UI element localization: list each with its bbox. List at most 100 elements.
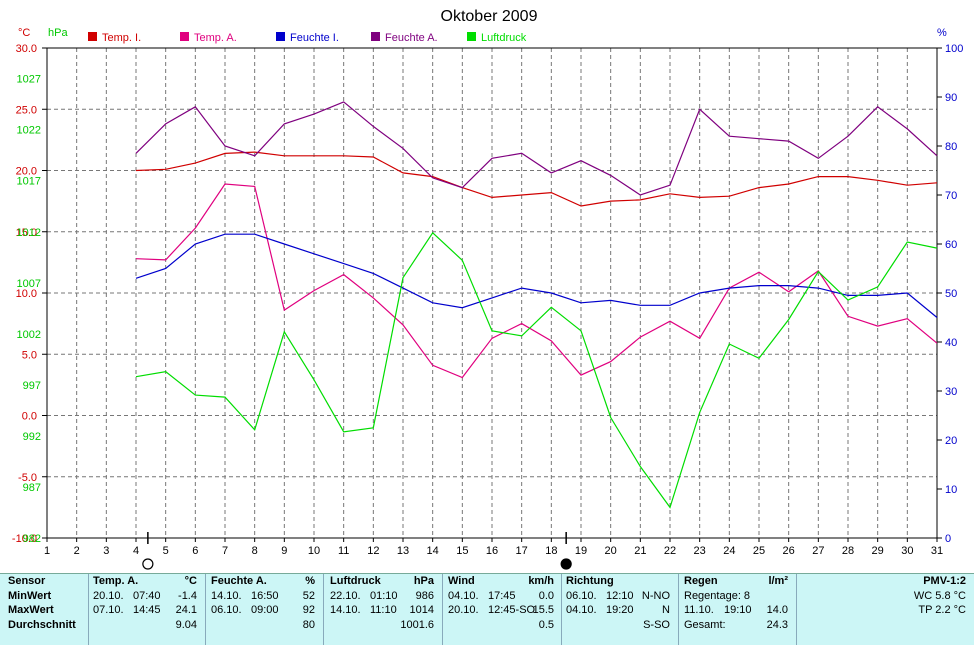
temp-tick-label: 20.0 [16,166,37,178]
humidity-tick-label: 30 [945,386,957,398]
regen-max-time: 19:10 [724,604,752,616]
humidity-tick-label: 20 [945,435,957,447]
regen-gesamt-label: Gesamt: [684,618,726,631]
wind-max-date: 20.10. [448,604,479,616]
temp-a-max-date: 07.10. [93,604,124,616]
wind-min-value: 0.0 [538,589,554,602]
richtung-min-time: 12:10 [606,589,634,602]
x-tick-label: 26 [783,545,795,557]
pressure-unit-label: hPa [48,27,68,39]
x-tick-label: 10 [308,545,320,557]
wind-min-date: 04.10. [448,589,479,602]
temp-a-min-date: 20.10. [93,589,124,602]
wind-max-time: 12:45-SO [488,604,536,616]
x-tick-label: 30 [901,545,913,557]
x-tick-label: 28 [842,545,854,557]
richtung-title: Richtung [566,575,614,587]
pmv-tp: TP 2.2 °C [918,604,966,616]
temp-a-max-time: 14:45 [133,604,161,616]
feuchte-a-avg-value: 80 [302,618,315,631]
row-label-max: MaxWert [8,604,54,616]
row-label-avg: Durchschnitt [8,618,76,631]
x-tick-label: 6 [192,545,198,557]
x-tick-label: 21 [634,545,646,557]
richtung-avg-value: S-SO [643,618,670,631]
legend-label: Temp. I. [102,32,141,44]
feuchte-a-max-date: 06.10. [211,604,242,616]
full-moon-icon [142,558,154,570]
feuchte-a-min-time: 16:50 [251,589,279,602]
humidity-tick-label: 70 [945,190,957,202]
luftdruck-min-date: 22.10. [330,589,361,602]
feuchte-a-min-value: 52 [302,589,315,602]
series-line [135,183,938,379]
luftdruck-avg-value: 1001.6 [400,618,434,631]
richtung-max-value: N [662,604,670,616]
legend-swatch [467,32,476,41]
temp-tick-label: -10.0 [12,533,37,545]
series-line [135,101,938,196]
luftdruck-max-time: 11:10 [370,604,397,616]
luftdruck-min-value: 986 [415,589,434,602]
feuchte-a-title: Feuchte A. [211,575,267,587]
x-tick-label: 14 [427,545,439,557]
regen-unit: l/m² [768,575,788,587]
sensor-title: Sensor [8,575,46,587]
regen-max-value: 14.0 [766,604,788,616]
luftdruck-title: Luftdruck [330,575,381,587]
luftdruck-max-date: 14.10. [330,604,361,616]
series-line [135,233,938,318]
temp-tick-label: 5.0 [22,349,37,361]
temp-tick-label: 0.0 [22,411,37,423]
temp-a-column: Temp. A. °C 20.10. 07:40 -1.4 07.10. 14:45 24… [93,574,201,645]
regen-regentage: Regentage: 8 [684,589,751,602]
x-tick-label: 4 [133,545,139,557]
humidity-tick-label: 10 [945,484,957,496]
x-tick-label: 13 [397,545,409,557]
temp-tick-label: 30.0 [16,43,37,55]
pressure-tick-label: 1022 [17,125,41,137]
temp-tick-label: 15.0 [16,227,37,239]
humidity-tick-label: 40 [945,337,957,349]
weather-chart: 30.025.020.015.010.05.00.0-5.0-10.01 2 3 4 5… [12,8,963,570]
x-tick-label: 22 [664,545,676,557]
x-tick-label: 19 [575,545,587,557]
legend-swatch [276,32,285,41]
x-tick-label: 2 [74,545,80,557]
x-tick-label: 11 [338,545,349,557]
pressure-tick-label: 1027 [17,74,41,86]
legend-label: Feuchte A. [385,32,438,44]
x-tick-label: 25 [753,545,765,557]
stats-panel: Sensor MinWert MaxWert Durchschnitt Temp… [0,573,974,645]
richtung-column: Richtung 06.10. 12:10 N-NO 04.10. 19:20 N S-… [566,574,674,645]
series-line [135,151,938,207]
pressure-tick-label: 987 [23,482,41,494]
temp-a-unit: °C [184,575,197,587]
pressure-tick-label: 1007 [17,278,41,290]
legend-swatch [371,32,380,41]
x-tick-label: 12 [367,545,379,557]
luftdruck-min-time: 01:10 [370,589,398,602]
richtung-max-time: 19:20 [606,604,634,616]
wind-column: Wind km/h 04.10. 17:45 0.0 20.10. 12:45-SO 15… [448,574,558,645]
pmv-title: PMV-1:2 [923,575,966,587]
pmv-column: PMV-1:2 WC 5.8 °C TP 2.2 °C [800,574,970,645]
legend-label: Temp. A. [194,32,237,44]
wind-title: Wind [448,575,475,587]
x-tick-label: 8 [252,545,258,557]
x-tick-label: 27 [812,545,824,557]
luftdruck-max-value: 1014 [409,604,434,616]
legend-swatch [180,32,189,41]
x-tick-label: 1 [44,545,50,557]
feuchte-a-column: Feuchte A.% 14.10. 16:50 52 06.10. 09:00 92 … [211,574,319,645]
feuchte-a-max-value: 92 [302,604,315,616]
richtung-min-value: N-NO [641,589,670,602]
feuchte-a-min-date: 14.10. [211,589,242,602]
series-line [135,231,938,509]
temp-a-min-time: 07:40 [133,589,161,602]
sensor-column: Sensor MinWert MaxWert Durchschnitt [8,574,88,645]
x-tick-label: 23 [694,545,706,557]
temp-a-avg-value: 9.04 [175,618,197,631]
temp-unit-label: °C [18,27,30,39]
feuchte-a-max-time: 09:00 [251,604,279,616]
